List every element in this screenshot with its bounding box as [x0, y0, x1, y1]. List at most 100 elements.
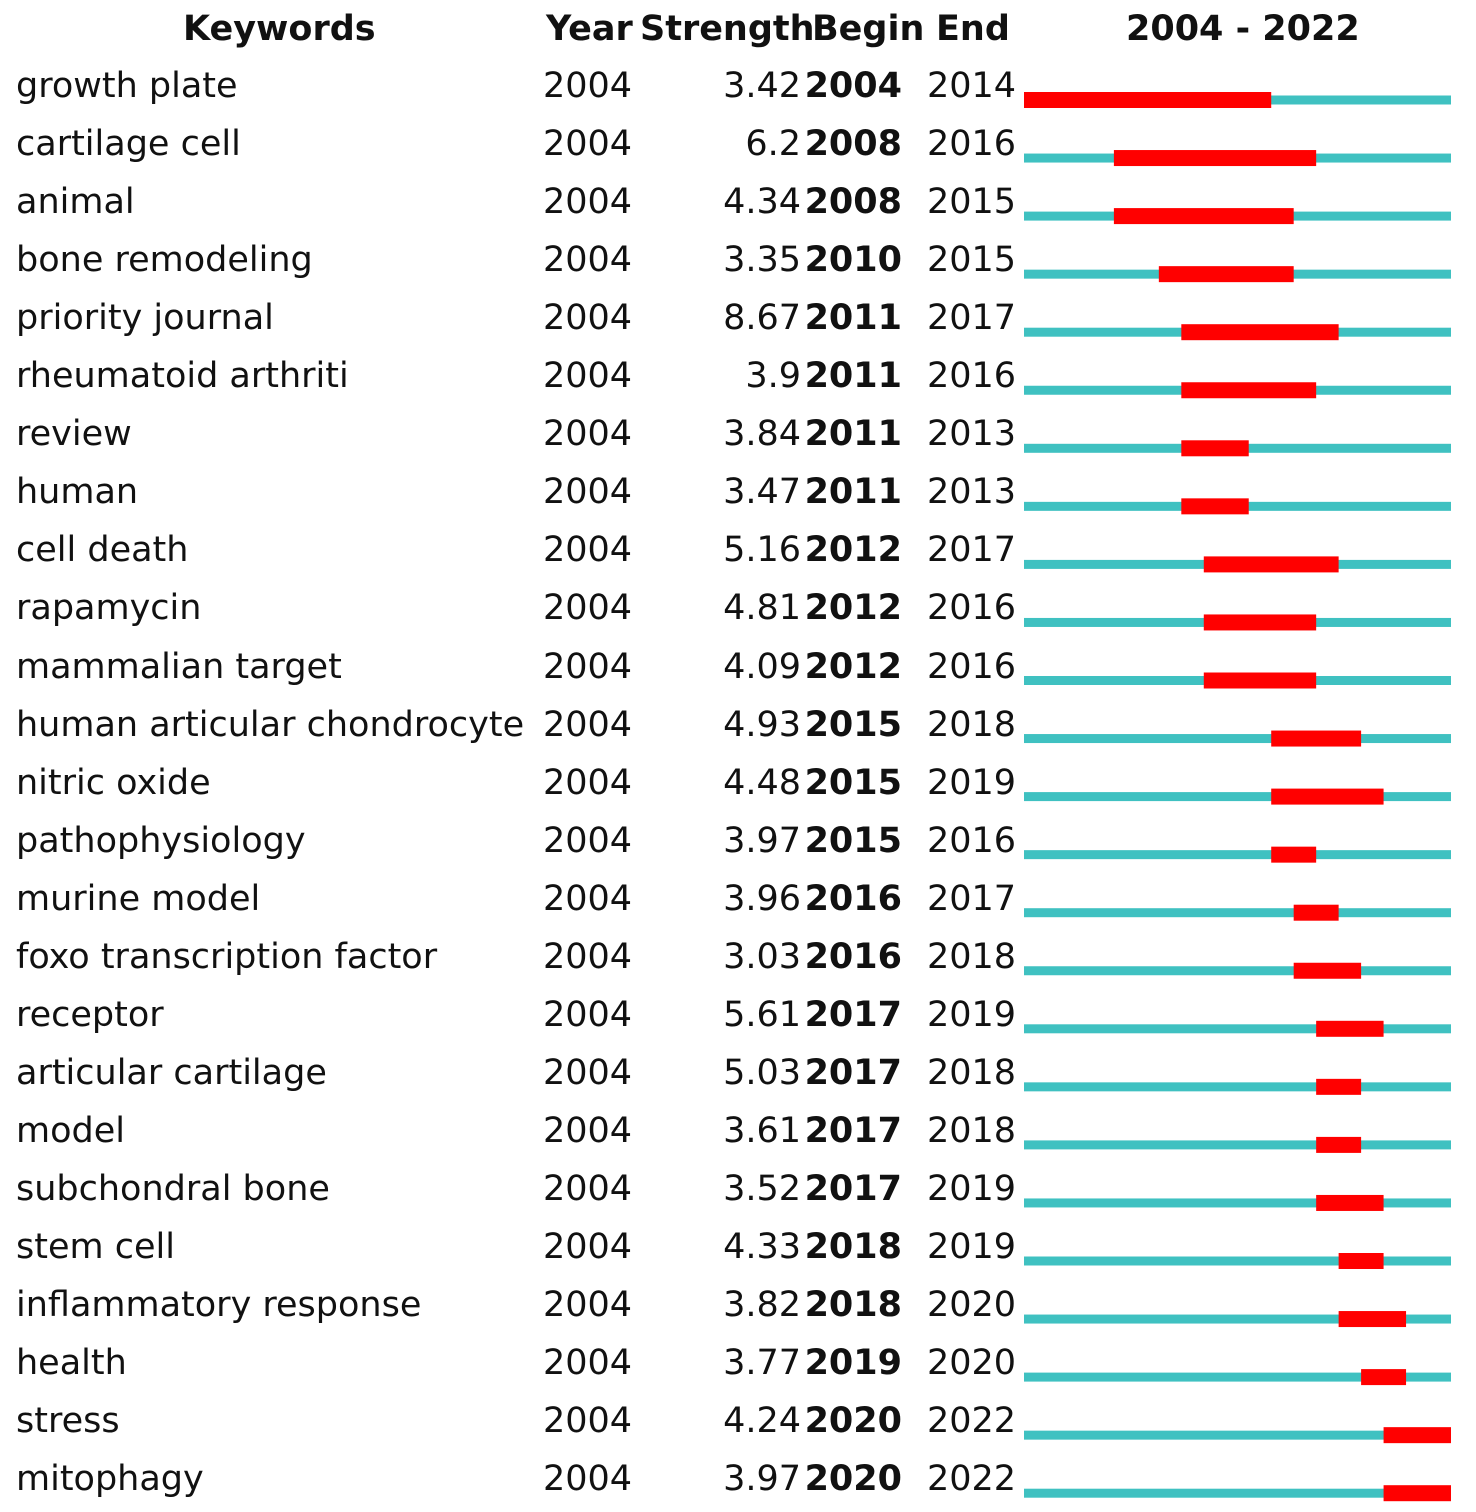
year-cell: 2004 [543, 298, 633, 339]
end-cell: 2017 [927, 878, 1017, 919]
strength-cell: 6.2 [745, 124, 801, 165]
year-cell: 2004 [543, 1168, 633, 1209]
strength-cell: 3.61 [723, 1110, 801, 1151]
keyword-cell: rheumatoid arthriti [16, 356, 349, 397]
begin-cell: 2015 [804, 704, 902, 745]
keyword-cell: foxo transcription factor [16, 936, 438, 977]
timeline-baseline [1024, 1430, 1451, 1440]
year-cell: 2004 [543, 240, 633, 281]
end-cell: 2016 [927, 820, 1017, 861]
year-cell: 2004 [543, 762, 633, 803]
end-cell: 2018 [927, 1110, 1017, 1151]
timeline-baseline [1024, 792, 1451, 802]
keyword-cell: cartilage cell [16, 124, 241, 165]
begin-cell: 2004 [804, 66, 902, 106]
burst-bar [1203, 672, 1317, 689]
year-cell: 2004 [543, 1227, 633, 1267]
keyword-cell: bone remodeling [16, 240, 313, 281]
burst-bar [1181, 382, 1317, 399]
end-cell: 2018 [927, 704, 1017, 745]
begin-cell: 2012 [804, 588, 902, 629]
burst-bar [1383, 1427, 1451, 1444]
year-cell: 2004 [543, 124, 633, 165]
strength-cell: 5.61 [723, 994, 801, 1035]
keyword-cell: mitophagy [16, 1459, 204, 1500]
keyword-cell: subchondral bone [16, 1168, 330, 1209]
timeline-baseline [1024, 1256, 1451, 1266]
end-cell: 2022 [927, 1401, 1017, 1442]
strength-cell: 3.97 [723, 820, 801, 861]
timeline-baseline [1024, 734, 1451, 744]
begin-cell: 2017 [804, 1110, 902, 1151]
burst-bar [1361, 1369, 1407, 1386]
begin-cell: 2011 [804, 414, 902, 455]
begin-cell: 2010 [804, 240, 902, 281]
keyword-cell: health [16, 1343, 127, 1384]
year-cell: 2004 [543, 994, 633, 1035]
header-year: Year [546, 9, 633, 49]
strength-cell: 4.33 [723, 1227, 801, 1267]
strength-cell: 4.09 [723, 646, 801, 687]
keyword-cell: human [16, 472, 139, 513]
year-cell: 2004 [543, 646, 633, 687]
end-cell: 2017 [927, 530, 1017, 571]
begin-cell: 2019 [804, 1343, 902, 1384]
keyword-cell: inflammatory response [16, 1285, 422, 1326]
burst-bar [1271, 846, 1317, 863]
strength-cell: 3.97 [723, 1459, 801, 1500]
year-cell: 2004 [543, 1343, 633, 1384]
timeline-baseline [1024, 1488, 1451, 1498]
keyword-cell: growth plate [16, 66, 238, 106]
strength-cell: 3.35 [723, 240, 801, 281]
begin-cell: 2015 [804, 762, 902, 803]
header-begin: Begin [812, 9, 925, 49]
burst-bar [1158, 266, 1294, 283]
burst-bar [1338, 1253, 1384, 1269]
keyword-cell: mammalian target [16, 646, 342, 687]
begin-cell: 2011 [804, 298, 902, 339]
year-cell: 2004 [543, 820, 633, 861]
year-cell: 2004 [543, 1401, 633, 1442]
year-cell: 2004 [543, 530, 633, 571]
end-cell: 2013 [927, 472, 1017, 513]
keyword-cell: stress [16, 1401, 120, 1442]
burst-bar [1338, 1311, 1407, 1328]
timeline-baseline [1024, 1140, 1451, 1150]
burst-bar [1316, 1136, 1362, 1153]
end-cell: 2015 [927, 182, 1017, 223]
strength-cell: 3.96 [723, 878, 801, 919]
end-cell: 2022 [927, 1459, 1017, 1500]
burst-bar [1271, 788, 1384, 805]
year-cell: 2004 [543, 704, 633, 745]
year-cell: 2004 [543, 472, 633, 513]
begin-cell: 2018 [804, 1227, 902, 1267]
keyword-cell: pathophysiology [16, 820, 306, 861]
strength-cell: 4.93 [723, 704, 801, 745]
end-cell: 2018 [927, 936, 1017, 977]
begin-cell: 2017 [804, 1052, 902, 1093]
burst-bar [1181, 440, 1249, 457]
end-cell: 2019 [927, 994, 1017, 1035]
end-cell: 2017 [927, 298, 1017, 339]
begin-cell: 2017 [804, 1168, 902, 1209]
keyword-cell: articular cartilage [16, 1052, 327, 1093]
begin-cell: 2020 [804, 1459, 902, 1500]
keyword-cell: nitric oxide [16, 762, 211, 803]
begin-cell: 2018 [804, 1285, 902, 1326]
end-cell: 2019 [927, 762, 1017, 803]
year-cell: 2004 [543, 182, 633, 223]
burst-bar [1293, 904, 1339, 921]
begin-cell: 2017 [804, 994, 902, 1035]
keyword-cell: murine model [16, 878, 261, 919]
end-cell: 2016 [927, 588, 1017, 629]
timeline-baseline [1024, 908, 1451, 918]
strength-cell: 5.03 [723, 1052, 801, 1093]
timeline-baseline [1024, 966, 1451, 976]
timeline-baseline [1024, 850, 1451, 860]
keyword-cell: receptor [16, 994, 164, 1035]
header-keywords: Keywords [183, 9, 376, 49]
end-cell: 2014 [927, 66, 1017, 106]
keyword-cell: animal [16, 182, 135, 223]
timeline-baseline [1024, 1024, 1451, 1034]
